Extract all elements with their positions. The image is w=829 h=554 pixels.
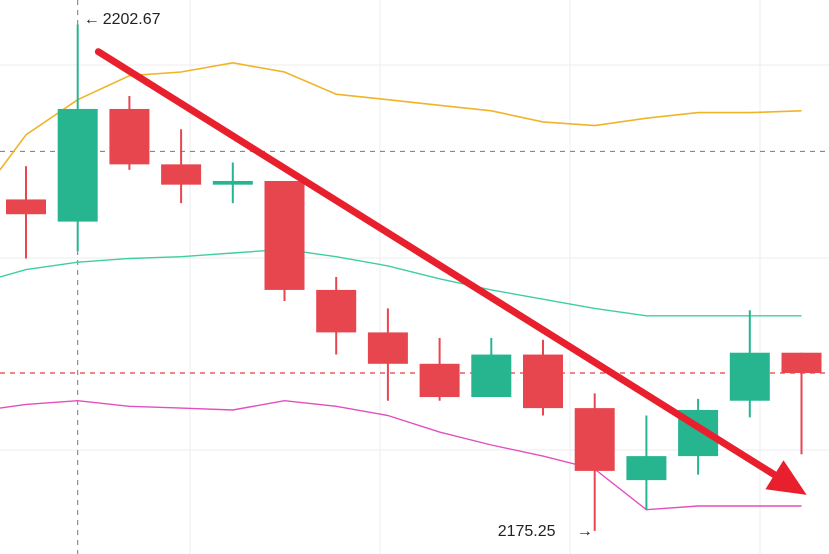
upper-band-line [0, 61, 802, 171]
low-price-label: 2175.25 [498, 523, 556, 540]
candle-11 [574, 393, 615, 531]
candle-body-1 [57, 108, 98, 222]
trend-arrow [94, 48, 807, 495]
middle-band-line [0, 248, 802, 317]
lower-band-line [0, 399, 802, 511]
trend-arrow-shaft [94, 48, 778, 479]
low-marker-arrow-icon: → [577, 523, 593, 540]
candle-body-3 [161, 164, 202, 185]
candle-body-14 [729, 352, 770, 401]
candle-5 [264, 180, 305, 302]
candle-3 [161, 129, 202, 204]
candle-body-4 [212, 180, 253, 185]
candle-6 [316, 277, 357, 355]
candle-body-7 [367, 332, 408, 364]
candle-7 [367, 308, 408, 401]
candle-8 [419, 337, 460, 401]
candle-body-9 [471, 354, 512, 398]
candle-body-2 [109, 108, 150, 165]
candle-body-12 [626, 456, 667, 481]
bollinger-bands [0, 61, 802, 511]
candle-body-11 [574, 408, 615, 471]
candle-4 [212, 162, 253, 204]
candle-body-15 [781, 352, 822, 374]
candle-1 [57, 24, 98, 252]
candle-body-8 [419, 363, 460, 398]
candle-10 [523, 339, 563, 416]
candle-body-6 [316, 289, 357, 333]
candle-12 [626, 415, 667, 510]
high-price-label: 2202.67 [103, 11, 161, 28]
candle-15 [781, 352, 822, 455]
candle-14 [729, 310, 770, 418]
trend-arrow-head [765, 460, 807, 495]
high-marker-arrow-icon: ← [84, 11, 100, 28]
candle-2 [109, 96, 150, 170]
candle-body-0 [6, 199, 46, 215]
candle-9 [471, 337, 512, 398]
candle-body-10 [523, 354, 563, 409]
candle-body-5 [264, 180, 305, 290]
candle-0 [6, 166, 46, 259]
candles [6, 24, 822, 531]
